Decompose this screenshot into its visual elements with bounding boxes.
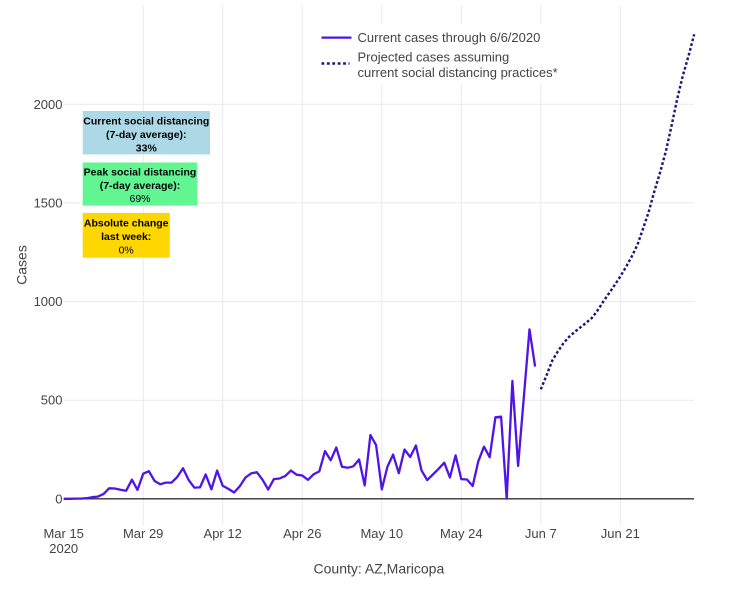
svg-text:May 24: May 24 (440, 526, 483, 541)
svg-text:Cases: Cases (14, 245, 30, 285)
svg-text:last week:: last week: (101, 231, 151, 243)
svg-text:Peak social distancing: Peak social distancing (84, 167, 197, 179)
svg-text:May 10: May 10 (360, 526, 403, 541)
svg-text:33%: 33% (136, 142, 158, 154)
svg-text:Mar 29: Mar 29 (123, 526, 163, 541)
svg-text:2020: 2020 (49, 541, 78, 556)
svg-text:69%: 69% (129, 193, 150, 205)
svg-text:0%: 0% (119, 244, 134, 256)
svg-text:Current social distancing: Current social distancing (83, 116, 209, 128)
svg-text:County: AZ,Maricopa: County: AZ,Maricopa (314, 561, 445, 577)
svg-text:(7-day average):: (7-day average): (106, 129, 187, 141)
svg-text:Absolute change: Absolute change (84, 218, 169, 230)
svg-text:Jun 7: Jun 7 (525, 526, 557, 541)
svg-text:(7-day average):: (7-day average): (100, 180, 181, 192)
svg-text:1000: 1000 (34, 294, 63, 309)
svg-text:current social distancing prac: current social distancing practices* (358, 65, 558, 80)
svg-text:0: 0 (55, 491, 62, 506)
svg-text:Current cases through 6/6/2020: Current cases through 6/6/2020 (358, 30, 541, 45)
svg-text:2000: 2000 (34, 97, 63, 112)
svg-text:Jun 21: Jun 21 (601, 526, 640, 541)
svg-text:Projected cases assuming: Projected cases assuming (358, 50, 510, 65)
svg-text:1500: 1500 (34, 195, 63, 210)
svg-text:Mar 15: Mar 15 (43, 526, 83, 541)
svg-text:Apr 26: Apr 26 (283, 526, 321, 541)
svg-text:500: 500 (41, 393, 63, 408)
svg-text:Apr 12: Apr 12 (204, 526, 242, 541)
